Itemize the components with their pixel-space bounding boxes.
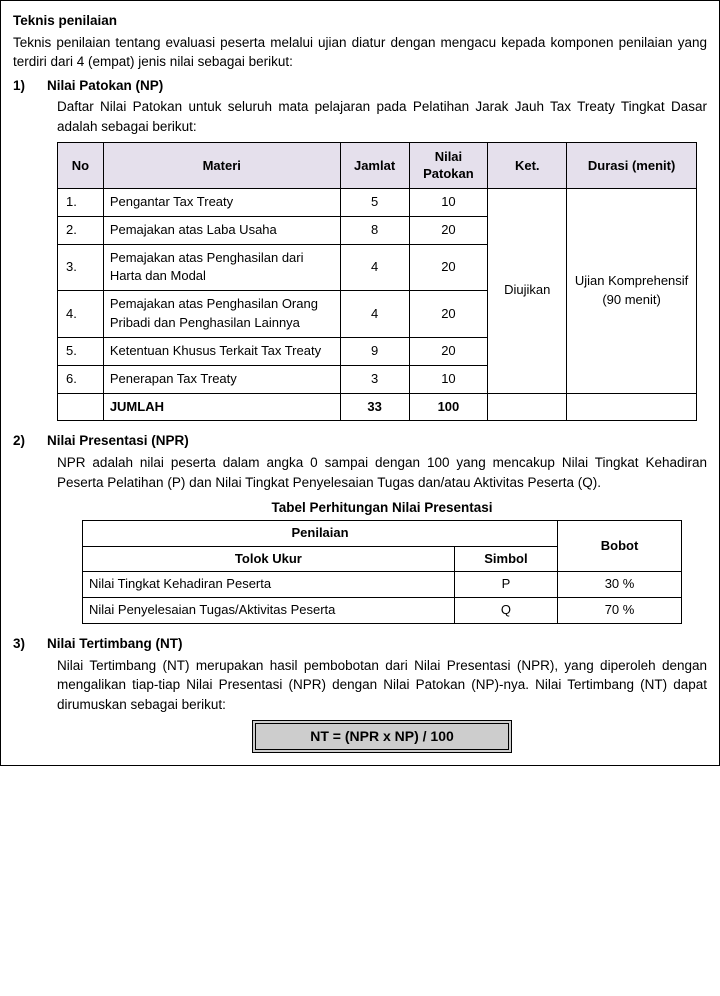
- cell-nilai: 20: [409, 216, 488, 244]
- document-page: Teknis penilaian Teknis penilaian tentan…: [0, 0, 720, 766]
- cell-no: 2.: [58, 216, 104, 244]
- section-1-title: Nilai Patokan (NP): [47, 76, 163, 96]
- table-row: Nilai Penyelesaian Tugas/Aktivitas Peser…: [83, 598, 682, 624]
- formula-nt: NT = (NPR x NP) / 100: [252, 720, 512, 752]
- cell-jamlat: 5: [340, 188, 409, 216]
- table-row: 1. Pengantar Tax Treaty 5 10 Diujikan Uj…: [58, 188, 697, 216]
- col-simbol: Simbol: [454, 546, 557, 572]
- cell-empty: [58, 393, 104, 421]
- cell-tolok: Nilai Penyelesaian Tugas/Aktivitas Peser…: [83, 598, 455, 624]
- col-durasi: Durasi (menit): [567, 143, 697, 189]
- section-3-heading: 3) Nilai Tertimbang (NT): [13, 634, 707, 654]
- cell-materi: Pemajakan atas Penghasilan dari Harta da…: [103, 244, 340, 291]
- table-nilai-presentasi: Tabel Perhitungan Nilai Presentasi Penil…: [57, 498, 707, 624]
- table-nilai-patokan: No Materi Jamlat Nilai Patokan Ket. Dura…: [57, 142, 707, 421]
- cell-nilai: 20: [409, 337, 488, 365]
- cell-nilai: 20: [409, 244, 488, 291]
- cell-ket-merged: Diujikan: [488, 188, 567, 393]
- cell-nilai: 20: [409, 291, 488, 338]
- section-3-title: Nilai Tertimbang (NT): [47, 634, 183, 654]
- section-3-number: 3): [13, 634, 47, 654]
- section-2-heading: 2) Nilai Presentasi (NPR): [13, 431, 707, 451]
- table-row: Penilaian Bobot: [83, 520, 682, 546]
- cell-empty: [488, 393, 567, 421]
- cell-total-nilai: 100: [409, 393, 488, 421]
- col-nilai: Nilai Patokan: [409, 143, 488, 189]
- cell-materi: Pemajakan atas Penghasilan Orang Pribadi…: [103, 291, 340, 338]
- cell-no: 4.: [58, 291, 104, 338]
- cell-materi: Pengantar Tax Treaty: [103, 188, 340, 216]
- table-2-title: Tabel Perhitungan Nilai Presentasi: [57, 498, 707, 518]
- cell-materi: Ketentuan Khusus Terkait Tax Treaty: [103, 337, 340, 365]
- cell-bobot: 30 %: [558, 572, 682, 598]
- section-2-title: Nilai Presentasi (NPR): [47, 431, 189, 451]
- cell-tolok: Nilai Tingkat Kehadiran Peserta: [83, 572, 455, 598]
- table-row: No Materi Jamlat Nilai Patokan Ket. Dura…: [58, 143, 697, 189]
- section-1-heading: 1) Nilai Patokan (NP): [13, 76, 707, 96]
- cell-simbol: Q: [454, 598, 557, 624]
- col-penilaian: Penilaian: [83, 520, 558, 546]
- cell-empty: [567, 393, 697, 421]
- col-ket: Ket.: [488, 143, 567, 189]
- cell-no: 6.: [58, 365, 104, 393]
- cell-nilai: 10: [409, 365, 488, 393]
- section-1-para: Daftar Nilai Patokan untuk seluruh mata …: [57, 97, 707, 136]
- col-materi: Materi: [103, 143, 340, 189]
- table-row-total: JUMLAH 33 100: [58, 393, 697, 421]
- section-1-number: 1): [13, 76, 47, 96]
- cell-total-label: JUMLAH: [103, 393, 340, 421]
- cell-jamlat: 9: [340, 337, 409, 365]
- section-2-number: 2): [13, 431, 47, 451]
- cell-jamlat: 4: [340, 244, 409, 291]
- cell-jamlat: 8: [340, 216, 409, 244]
- page-title: Teknis penilaian: [13, 11, 707, 31]
- intro-text: Teknis penilaian tentang evaluasi pesert…: [13, 33, 707, 72]
- col-tolok: Tolok Ukur: [83, 546, 455, 572]
- cell-total-jamlat: 33: [340, 393, 409, 421]
- cell-durasi-merged: Ujian Komprehensif (90 menit): [567, 188, 697, 393]
- formula-container: NT = (NPR x NP) / 100: [57, 720, 707, 752]
- section-2-para: NPR adalah nilai peserta dalam angka 0 s…: [57, 453, 707, 492]
- cell-simbol: P: [454, 572, 557, 598]
- col-no: No: [58, 143, 104, 189]
- cell-no: 1.: [58, 188, 104, 216]
- section-3-para: Nilai Tertimbang (NT) merupakan hasil pe…: [57, 656, 707, 715]
- table-row: Nilai Tingkat Kehadiran Peserta P 30 %: [83, 572, 682, 598]
- cell-jamlat: 4: [340, 291, 409, 338]
- cell-bobot: 70 %: [558, 598, 682, 624]
- cell-no: 3.: [58, 244, 104, 291]
- cell-no: 5.: [58, 337, 104, 365]
- cell-nilai: 10: [409, 188, 488, 216]
- col-bobot: Bobot: [558, 520, 682, 572]
- cell-materi: Pemajakan atas Laba Usaha: [103, 216, 340, 244]
- col-jamlat: Jamlat: [340, 143, 409, 189]
- cell-jamlat: 3: [340, 365, 409, 393]
- cell-materi: Penerapan Tax Treaty: [103, 365, 340, 393]
